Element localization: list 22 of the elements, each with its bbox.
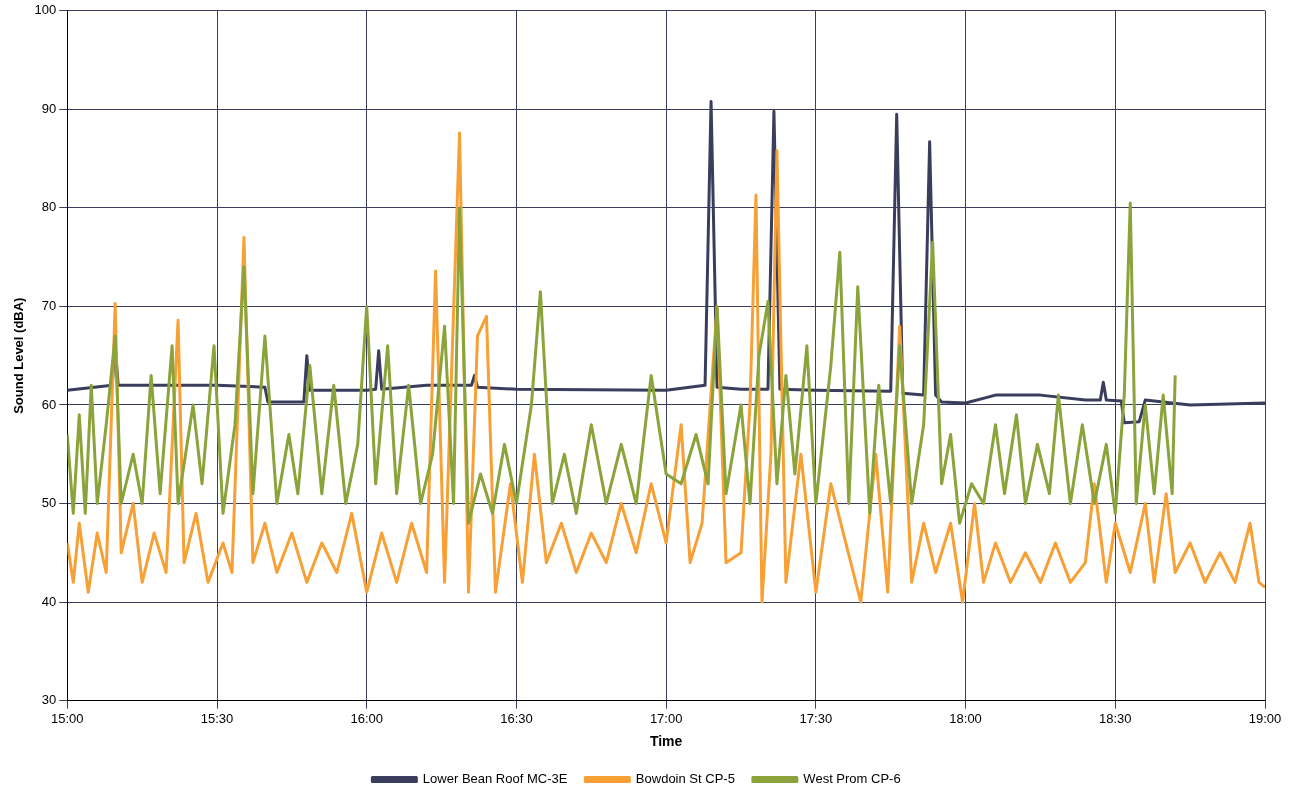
y-tick-label: 60 bbox=[41, 396, 57, 412]
x-tick-label: 15:30 bbox=[200, 710, 234, 726]
y-tick-label: 40 bbox=[41, 593, 57, 609]
x-tick-label: 17:00 bbox=[649, 710, 683, 726]
y-tick-label: 50 bbox=[41, 495, 57, 511]
legend-label: Bowdoin St CP-5 bbox=[635, 771, 735, 787]
x-tick-label: 18:30 bbox=[1099, 710, 1132, 726]
x-tick-label: 16:30 bbox=[500, 710, 533, 726]
y-tick-label: 100 bbox=[34, 2, 57, 18]
x-tick-label: 17:30 bbox=[799, 710, 833, 726]
x-axis-title: Time bbox=[649, 733, 683, 750]
x-tick-label: 16:00 bbox=[350, 710, 383, 726]
x-tick-label: 15:00 bbox=[51, 710, 84, 726]
y-tick-label: 30 bbox=[41, 692, 57, 708]
legend-label: Lower Bean Roof MC-3E bbox=[422, 771, 568, 787]
y-tick-label: 80 bbox=[41, 199, 57, 215]
y-tick-label: 70 bbox=[41, 298, 57, 314]
x-tick-label: 19:00 bbox=[1248, 710, 1282, 726]
y-tick-label: 90 bbox=[41, 100, 57, 116]
legend-label: West Prom CP-6 bbox=[803, 771, 901, 787]
y-axis-title: Sound Level (dBA) bbox=[11, 297, 27, 414]
x-tick-label: 18:00 bbox=[949, 710, 982, 726]
